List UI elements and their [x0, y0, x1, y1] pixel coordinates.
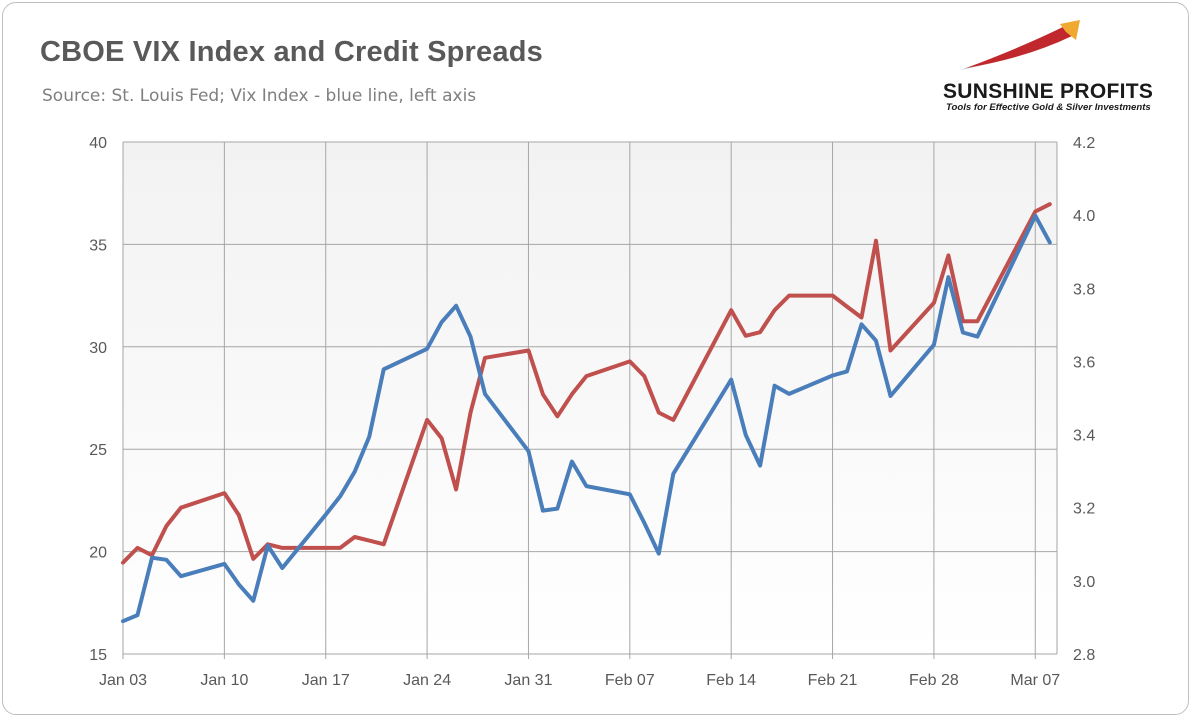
x-tick-label: Jan 03	[99, 672, 147, 689]
right-tick-label: 2.8	[1073, 647, 1095, 664]
x-tick-label: Jan 10	[200, 672, 248, 689]
right-tick-label: 3.4	[1073, 428, 1095, 445]
x-tick-label: Feb 21	[808, 672, 858, 689]
chart-title: CBOE VIX Index and Credit Spreads	[40, 36, 543, 68]
left-tick-label: 25	[89, 442, 107, 459]
right-tick-label: 4.2	[1073, 135, 1095, 152]
logo-tagline: Tools for Effective Gold & Silver Invest…	[946, 102, 1151, 113]
logo-name: SUNSHINE PROFITS	[943, 80, 1154, 103]
x-tick-label: Jan 24	[403, 672, 451, 689]
x-tick-label: Feb 28	[909, 672, 959, 689]
left-tick-label: 30	[89, 340, 107, 357]
right-tick-label: 3.0	[1073, 574, 1095, 591]
right-tick-label: 3.8	[1073, 281, 1095, 298]
right-tick-label: 4.0	[1073, 208, 1095, 225]
left-tick-label: 20	[89, 545, 107, 562]
left-tick-label: 40	[89, 135, 107, 152]
credit-spread-series-line	[121, 202, 1052, 565]
right-tick-label: 3.6	[1073, 354, 1095, 371]
chart-subtitle: Source: St. Louis Fed; Vix Index - blue …	[42, 86, 477, 106]
axes	[122, 142, 1058, 659]
grid-lines	[122, 141, 1057, 654]
x-tick-label: Feb 07	[605, 672, 655, 689]
vix-series-line	[121, 213, 1052, 624]
sunshine-profits-logo	[960, 20, 1080, 70]
logo-swoosh-red	[966, 26, 1072, 68]
left-tick-label: 35	[89, 237, 107, 254]
x-tick-label: Feb 14	[706, 672, 756, 689]
x-tick-label: Jan 31	[504, 672, 552, 689]
tick-labels: 15 20 25 30 35 40 2.8 3.0 3.2 3.4 3.6 3.8 4.0 4.2 Jan …	[89, 135, 1095, 689]
right-tick-label: 3.2	[1073, 501, 1095, 518]
logo-swoosh-gold	[1060, 20, 1080, 40]
x-tick-label: Jan 17	[302, 672, 350, 689]
left-tick-label: 15	[89, 647, 107, 664]
x-tick-label: Mar 07	[1010, 672, 1060, 689]
series-lines	[121, 202, 1052, 624]
plot-area	[123, 142, 1057, 654]
